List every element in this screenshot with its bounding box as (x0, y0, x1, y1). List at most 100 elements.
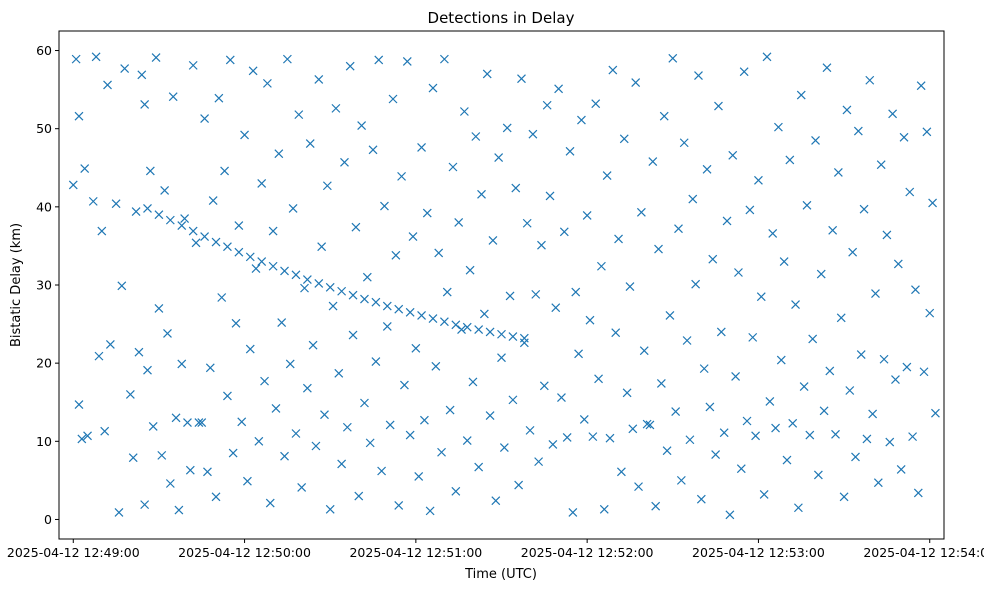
detection-point (163, 329, 172, 338)
x-tick-label: 2025-04-12 12:54:00 (863, 545, 984, 560)
detection-point (688, 194, 698, 204)
detection-point (813, 470, 823, 480)
detection-point (334, 368, 344, 378)
detection-point (908, 432, 918, 442)
detection-point (662, 446, 672, 456)
detection-point (328, 301, 338, 311)
detection-point (114, 508, 124, 517)
detection-point (217, 293, 227, 302)
detection-point (694, 71, 703, 80)
detection-point (165, 479, 175, 488)
detection-point (582, 211, 592, 220)
detection-point (759, 490, 769, 499)
detection-point (868, 409, 878, 419)
detection-point (674, 224, 683, 234)
detection-point (268, 226, 278, 236)
detection-point (188, 60, 198, 70)
detection-point (768, 228, 778, 238)
detection-point (240, 130, 249, 140)
track-detection-point (165, 215, 175, 225)
detection-point (608, 65, 618, 75)
track-detection-point (348, 290, 358, 300)
detection-point (571, 287, 581, 297)
detection-point (525, 425, 535, 435)
track-detection-point (291, 270, 301, 280)
detection-point (157, 450, 167, 460)
detection-point (105, 339, 115, 349)
detection-point (377, 466, 387, 476)
detection-point (479, 309, 489, 319)
detection-point (248, 66, 258, 76)
detection-point (180, 214, 190, 223)
detection-point (220, 166, 230, 176)
chart-title: Detections in Delay (428, 9, 575, 27)
detection-point (779, 257, 789, 266)
y-tick-label: 50 (36, 121, 52, 136)
detection-point (394, 500, 404, 510)
detection-point (665, 311, 675, 320)
detection-point (277, 318, 287, 327)
detection-point (439, 54, 449, 64)
detection-point (562, 432, 572, 442)
detection-point (300, 283, 309, 293)
detection-point (365, 438, 375, 448)
detection-point (882, 230, 892, 240)
detection-point (568, 508, 578, 517)
detection-point (499, 443, 509, 452)
detection-point (668, 53, 678, 63)
detection-point (245, 344, 255, 354)
detection-point (231, 318, 241, 328)
detection-point (619, 134, 629, 144)
detection-point (656, 379, 666, 388)
detection-point (322, 181, 332, 191)
detection-point (756, 292, 766, 302)
detection-point (325, 504, 335, 514)
track-detection-point (188, 226, 198, 236)
track-detection-point (462, 322, 472, 332)
y-tick-label: 60 (36, 43, 52, 58)
detection-point (340, 157, 349, 167)
detection-point (865, 75, 875, 85)
detection-point (103, 80, 112, 90)
detection-point (74, 111, 84, 121)
detection-point (905, 187, 915, 197)
detection-point (454, 218, 464, 227)
detection-point (388, 94, 398, 104)
detection-point (74, 400, 84, 409)
track-detection-point (394, 304, 404, 314)
detection-point (502, 123, 512, 133)
x-tick-label: 2025-04-12 12:53:00 (692, 545, 825, 560)
detection-point (873, 478, 883, 488)
detection-point (434, 248, 444, 258)
detection-point (716, 327, 726, 337)
track-detection-point (223, 242, 232, 252)
detection-point (793, 503, 803, 513)
detection-point (419, 415, 429, 425)
detection-point (648, 157, 658, 166)
track-detection-point (337, 286, 347, 296)
detection-point (205, 363, 215, 373)
detection-point (97, 226, 107, 236)
detection-point (871, 289, 880, 299)
detection-point (725, 510, 735, 520)
track-detection-point (325, 282, 335, 292)
detection-point (271, 404, 281, 413)
detection-point (819, 406, 829, 416)
detection-point (94, 351, 104, 361)
detection-point (148, 422, 158, 431)
detection-point (634, 482, 643, 492)
detection-point (739, 67, 749, 77)
track-detection-point (143, 203, 152, 213)
detection-point (459, 107, 469, 116)
detection-point (357, 121, 367, 130)
detection-point (559, 227, 569, 237)
track-detection-point (428, 314, 438, 324)
detection-point (128, 453, 138, 463)
detection-point (174, 505, 184, 515)
detection-point (671, 407, 681, 417)
detection-point (845, 386, 855, 395)
detection-point (371, 357, 381, 367)
detection-point (791, 300, 800, 309)
track-detection-point (314, 279, 324, 288)
